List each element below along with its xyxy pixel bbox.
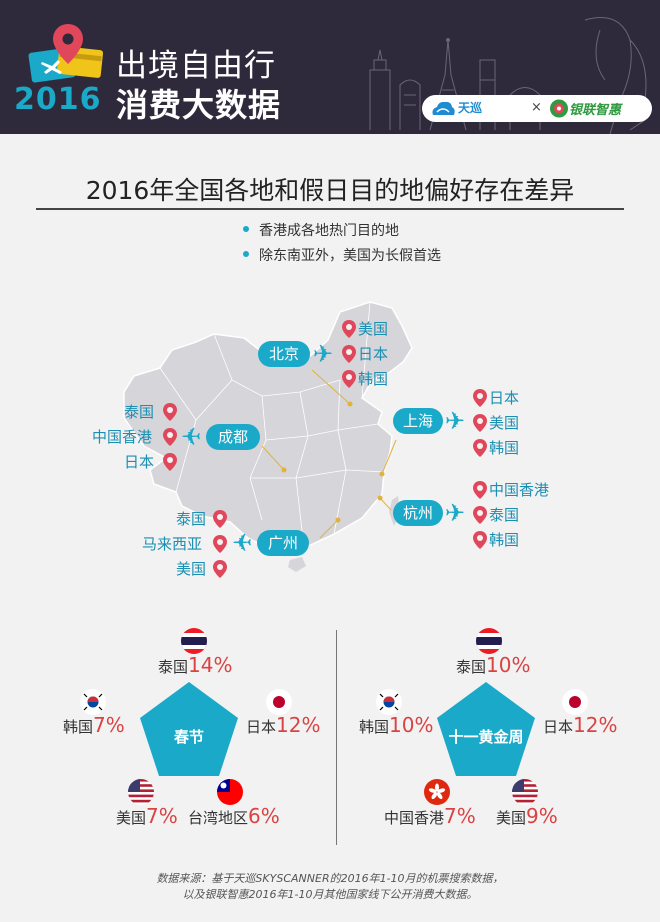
map-pin-icon	[163, 403, 177, 421]
stat-spring-japan: 日本12%	[246, 713, 321, 737]
plane-icon: ✈	[232, 529, 253, 557]
city-tag-chengdu: 成都	[206, 424, 260, 450]
chengdu-marker	[281, 467, 287, 473]
holiday-label-golden-week: 十一黄金周	[448, 728, 524, 746]
stat-goldenweek-korea: 韩国10%	[359, 713, 434, 737]
map-pin-icon	[213, 510, 227, 528]
destination-label: 中国香港	[92, 428, 153, 446]
stat-goldenweek-hongkong: 中国香港7%	[384, 804, 476, 828]
china-mainland-shape	[123, 301, 413, 553]
destination-label: 美国	[358, 320, 389, 338]
map-pin-icon	[163, 453, 177, 471]
city-tag-hangzhou: 杭州	[393, 500, 443, 526]
stat-goldenweek-japan: 日本12%	[543, 713, 618, 737]
stat-goldenweek-thailand: 泰国10%	[456, 653, 531, 677]
destination-label: 泰国	[176, 510, 207, 528]
thailand-flag-icon	[476, 628, 502, 654]
holiday-label-spring-festival: 春节	[173, 728, 204, 746]
skyscanner-brand-name: 天巡	[458, 101, 483, 115]
destination-label: 美国	[489, 414, 520, 432]
destination-label: 泰国	[489, 506, 520, 524]
header-title-line2: 消费大数据	[116, 86, 282, 124]
bullet-item: 除东南亚外，美国为长假首选	[243, 245, 441, 265]
map-pin-icon	[473, 389, 487, 407]
destination-label: 日本	[124, 453, 155, 471]
destination-label: 韩国	[358, 370, 389, 388]
city-tag-beijing: 北京	[258, 341, 310, 367]
province-borders	[159, 301, 385, 549]
stat-spring-taiwan: 台湾地区6%	[188, 804, 280, 828]
map-pin-icon	[213, 535, 227, 553]
destination-label: 日本	[489, 389, 520, 407]
map-pin-icon	[163, 428, 177, 446]
map-pin-icon	[473, 481, 487, 499]
plane-icon: ✈	[445, 407, 466, 435]
stat-goldenweek-usa: 美国9%	[496, 804, 558, 828]
map-pin-icon	[473, 439, 487, 457]
map-pin-icon	[473, 531, 487, 549]
destination-label: 美国	[176, 560, 207, 578]
guangzhou-marker	[335, 517, 341, 523]
spring-festival-pentagon	[140, 682, 238, 776]
map-pin-icon	[473, 506, 487, 524]
destination-label: 泰国	[124, 403, 155, 421]
partner-separator: ×	[531, 100, 542, 115]
logo-year: 2016	[14, 82, 102, 117]
korea-flag-icon	[80, 689, 106, 715]
bullet-dot-icon	[243, 226, 249, 232]
bullet-dot-icon	[243, 251, 249, 257]
golden-week-pentagon	[437, 682, 535, 776]
japan-flag-icon	[266, 689, 292, 715]
plane-icon: ✈	[313, 340, 334, 368]
map-pin-icon	[213, 560, 227, 578]
destination-label: 马来西亚	[142, 535, 203, 553]
leader-lines	[261, 369, 397, 539]
map-pin-icon	[473, 414, 487, 432]
usa-flag-icon	[512, 779, 538, 805]
section-title: 2016年全国各地和假日目的地偏好存在差异	[85, 176, 575, 205]
map-pin-icon	[342, 345, 356, 363]
usa-flag-icon	[128, 779, 154, 805]
hangzhou-marker	[377, 495, 383, 501]
data-source-note: 数据来源：基于天巡SKYSCANNER的2016年1-10月的机票搜索数据， 以…	[156, 872, 504, 901]
city-tag-guangzhou: 广州	[257, 530, 309, 556]
city-markers	[281, 401, 385, 523]
china-map	[123, 301, 413, 572]
city-tag-shanghai: 上海	[393, 408, 443, 434]
destination-label: 韩国	[489, 439, 520, 457]
holiday-divider	[336, 630, 337, 845]
destination-label: 日本	[358, 345, 389, 363]
japan-flag-icon	[562, 689, 588, 715]
partner-logos: 天巡 × 银联智惠	[422, 95, 652, 122]
hongkong-flag-icon	[424, 779, 450, 805]
stat-spring-usa: 美国7%	[116, 804, 178, 828]
destination-label: 韩国	[489, 531, 520, 549]
map-pin-icon	[342, 320, 356, 338]
hainan-shape	[288, 557, 306, 572]
title-divider	[36, 208, 624, 210]
bullet-item: 香港成各地热门目的地	[243, 220, 399, 240]
map-pin-icon	[342, 370, 356, 388]
unionpay-brand-name: 银联智惠	[569, 103, 622, 118]
destination-label: 中国香港	[489, 481, 550, 499]
unionpay-smart-icon	[550, 99, 568, 118]
beijing-marker	[347, 401, 353, 407]
stat-spring-thailand: 泰国14%	[158, 653, 233, 677]
stat-spring-korea: 韩国7%	[63, 713, 125, 737]
taiwan-flag-icon	[217, 779, 243, 805]
header-title-line1: 出境自由行	[116, 48, 276, 84]
shanghai-marker	[379, 471, 385, 477]
travel-cards-logo	[28, 24, 104, 83]
skyscanner-cloud-icon	[432, 101, 455, 115]
thailand-flag-icon	[181, 628, 207, 654]
korea-flag-icon	[376, 689, 402, 715]
plane-icon: ✈	[181, 423, 202, 451]
header-banner: 2016 出境自由行 消费大数据 天巡 × 银联智惠	[0, 0, 660, 134]
plane-icon: ✈	[445, 499, 466, 527]
